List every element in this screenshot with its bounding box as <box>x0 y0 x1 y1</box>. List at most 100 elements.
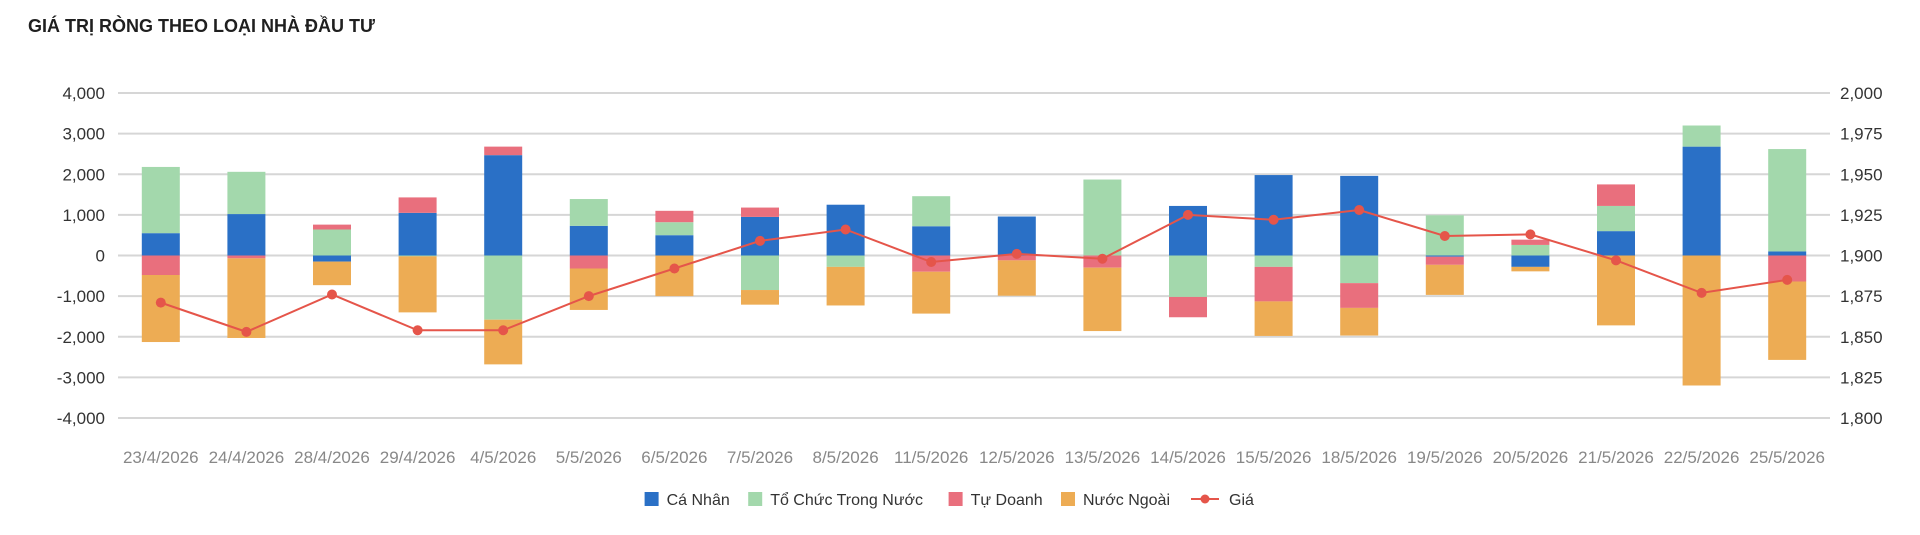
bar-segment <box>1425 255 1464 257</box>
legend-swatch <box>644 492 659 506</box>
bar-segment <box>1597 255 1635 326</box>
price-point <box>1183 209 1193 220</box>
x-tick-label: 23/4/2026 <box>123 448 199 467</box>
bar-segment <box>569 225 608 256</box>
x-tick-label: 18/5/2026 <box>1321 448 1397 467</box>
x-tick-label: 25/5/2026 <box>1749 448 1825 467</box>
price-point <box>840 224 851 235</box>
bar-segment <box>655 255 694 297</box>
x-tick-label: 19/5/2026 <box>1407 448 1483 467</box>
legend-label: Tự Doanh <box>971 492 1043 509</box>
bar-segment <box>227 258 266 338</box>
bar-segment <box>655 222 694 236</box>
y-left-tick-label: 0 <box>96 247 105 266</box>
x-tick-label: 5/5/2026 <box>556 448 622 467</box>
left-axis-ticks: 4,000 3,000 2,000 1,000 0 -1,000 -2,000 -3,000 -… <box>57 84 105 428</box>
bar-segment <box>826 255 865 267</box>
y-right-tick-label: 1,825 <box>1840 368 1883 387</box>
y-right-tick-label: 2,000 <box>1840 84 1883 103</box>
bar-segment <box>569 255 608 269</box>
bar-segment <box>141 255 180 275</box>
x-tick-label: 8/5/2026 <box>813 448 879 467</box>
bar-segment <box>741 290 779 305</box>
legend-label: Tổ Chức Trong Nước <box>770 491 923 509</box>
grid-lines <box>118 92 1830 419</box>
legend-label: Giá <box>1229 492 1254 509</box>
y-left-tick-label: 2,000 <box>62 165 105 184</box>
bar-segment <box>141 275 180 343</box>
bar-segment <box>1254 255 1293 267</box>
price-point <box>669 263 680 274</box>
bar-segment <box>912 196 951 227</box>
bar-segment <box>1169 255 1207 297</box>
bar-segment <box>1511 266 1550 272</box>
legend-label: Cá Nhân <box>667 492 730 509</box>
x-tick-label: 22/5/2026 <box>1664 448 1740 467</box>
legend-swatch <box>1061 492 1075 506</box>
bar-segment <box>141 233 180 256</box>
bar-segment <box>912 271 951 314</box>
x-tick-label: 6/5/2026 <box>641 448 707 467</box>
legend-label: Nước Ngoài <box>1083 492 1170 509</box>
bar-segment <box>997 260 1036 296</box>
bar-segment <box>398 255 437 257</box>
bar-segment <box>398 256 437 313</box>
x-tick-label: 24/4/2026 <box>209 448 285 467</box>
y-left-tick-label: -2,000 <box>57 328 105 347</box>
bar-segment <box>1169 296 1207 318</box>
price-point <box>412 325 423 336</box>
price-point <box>327 289 337 300</box>
bar-segment <box>1682 125 1721 147</box>
legend-swatch <box>948 492 963 506</box>
price-point <box>583 291 594 302</box>
x-tick-label: 4/5/2026 <box>470 448 536 467</box>
y-right-tick-label: 1,850 <box>1840 328 1883 347</box>
x-tick-label: 20/5/2026 <box>1493 448 1569 467</box>
x-tick-label: 15/5/2026 <box>1236 448 1312 467</box>
bar-segment <box>1511 255 1550 267</box>
bar-segment <box>313 261 351 286</box>
bar-segment <box>227 171 266 215</box>
price-point <box>1097 253 1108 264</box>
bar-segment <box>1254 301 1293 336</box>
x-tick-label: 11/5/2026 <box>894 448 968 467</box>
y-left-tick-label: -3,000 <box>57 368 105 387</box>
bar-segment <box>569 268 608 310</box>
bar-segment <box>1768 251 1807 256</box>
chart-title: GIÁ TRỊ RÒNG THEO LOẠI NHÀ ĐẦU TƯ <box>28 16 375 36</box>
bar-segment <box>655 235 694 256</box>
price-point <box>755 235 765 246</box>
legend: Cá Nhân Tổ Chức Trong Nước Tự Doanh Nước Ng… <box>644 491 1254 509</box>
y-right-tick-label: 1,950 <box>1840 165 1883 184</box>
bar-segment <box>313 224 351 230</box>
bar-segment <box>1768 281 1807 360</box>
y-right-tick-label: 1,900 <box>1840 247 1883 266</box>
bar-segment <box>569 199 608 226</box>
y-right-tick-label: 1,800 <box>1840 409 1883 428</box>
legend-marker <box>1200 494 1210 504</box>
x-tick-label: 12/5/2026 <box>979 448 1055 467</box>
y-right-tick-label: 1,925 <box>1840 206 1883 225</box>
price-point <box>1525 229 1536 240</box>
bar-segment <box>484 155 523 256</box>
y-right-tick-label: 1,875 <box>1840 287 1883 306</box>
bar-segment <box>313 229 351 256</box>
bar-segment <box>912 226 951 256</box>
price-point <box>1696 287 1707 298</box>
bar-segment <box>1597 184 1635 206</box>
bar-segment <box>1682 146 1721 256</box>
bar-segment <box>398 212 437 256</box>
x-tick-label: 13/5/2026 <box>1065 448 1141 467</box>
bar-segment <box>741 207 779 217</box>
price-point <box>1011 248 1022 259</box>
bar-segment <box>1597 205 1635 232</box>
bar-segment <box>1511 244 1550 256</box>
price-point <box>1782 274 1793 285</box>
bar-segment <box>227 214 266 256</box>
x-axis-labels: 23/4/2026 24/4/2026 28/4/2026 29/4/2026 4/5/… <box>123 448 1825 467</box>
price-line <box>155 205 1793 337</box>
x-tick-label: 7/5/2026 <box>727 448 793 467</box>
price-point <box>155 297 166 308</box>
bar-segment <box>1425 264 1464 295</box>
